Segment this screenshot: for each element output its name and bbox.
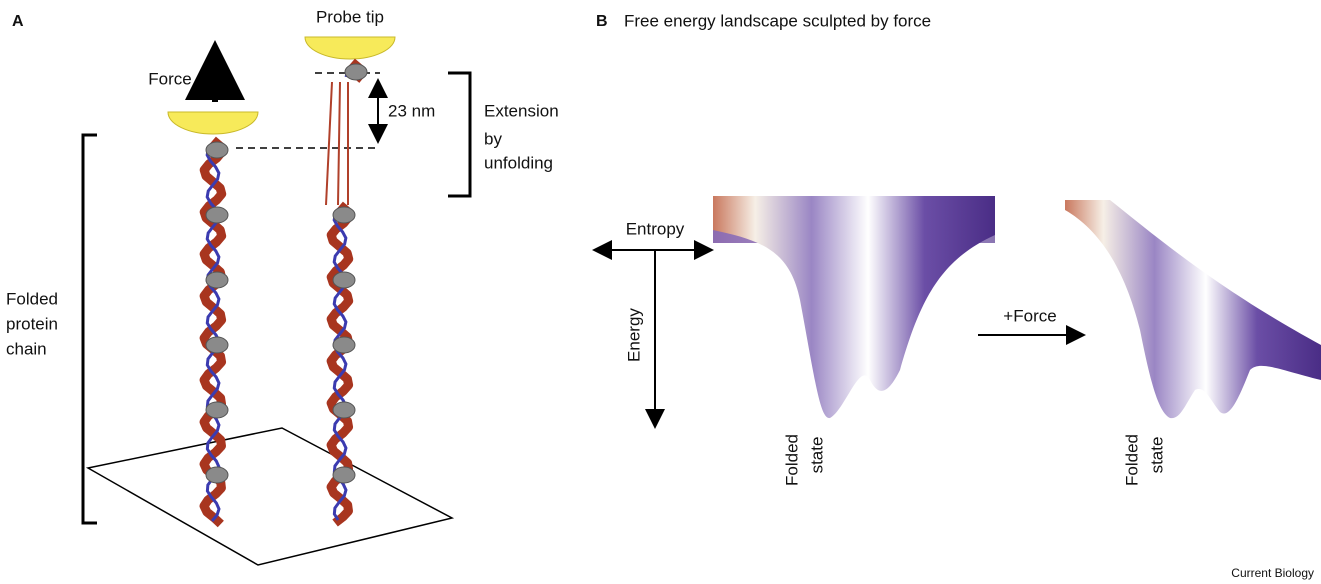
- chain-helix: [332, 207, 348, 521]
- force-label: +Force: [1003, 306, 1056, 325]
- domain: [332, 466, 356, 484]
- state-label: state: [1147, 437, 1166, 474]
- energy-label: Energy: [624, 308, 643, 362]
- panel-title: Free energy landscape sculpted by force: [624, 11, 931, 30]
- bracket: [448, 71, 472, 198]
- chain-label: chain: [6, 339, 47, 358]
- extension-label: by: [484, 129, 502, 148]
- state-label: Folded: [1122, 434, 1141, 486]
- extension-label: Extension: [484, 101, 559, 120]
- domain: [205, 336, 229, 354]
- bracket: [81, 133, 97, 525]
- chain-label: Folded: [6, 289, 58, 308]
- extension-label: unfolding: [484, 153, 553, 172]
- panel-label: B: [596, 13, 608, 30]
- entropy-label: Entropy: [626, 219, 685, 238]
- probe-tip: [167, 111, 259, 135]
- chain-helix: [205, 142, 221, 522]
- surface: [85, 427, 455, 566]
- domain: [205, 271, 229, 289]
- energy-landscape: [1065, 200, 1321, 419]
- domain: [332, 206, 356, 224]
- state-label: state: [807, 437, 826, 474]
- domain: [332, 271, 356, 289]
- domain: [332, 401, 356, 419]
- domain: [205, 206, 229, 224]
- footer: Current Biology: [1231, 566, 1314, 580]
- probe-label: Probe tip: [316, 7, 384, 26]
- probe-tip: [304, 36, 396, 60]
- extension-distance: 23 nm: [388, 101, 435, 120]
- energy-landscape: [713, 196, 995, 419]
- domain: [205, 141, 229, 159]
- panel-label: A: [12, 13, 24, 30]
- force-label: Force: [148, 69, 191, 88]
- protein-chains: [199, 58, 368, 528]
- domain: [344, 63, 368, 81]
- state-label: Folded: [782, 434, 801, 486]
- chain-label: protein: [6, 314, 58, 333]
- domain: [205, 401, 229, 419]
- domain: [332, 336, 356, 354]
- unfolded-strands: [325, 81, 349, 206]
- domain: [205, 466, 229, 484]
